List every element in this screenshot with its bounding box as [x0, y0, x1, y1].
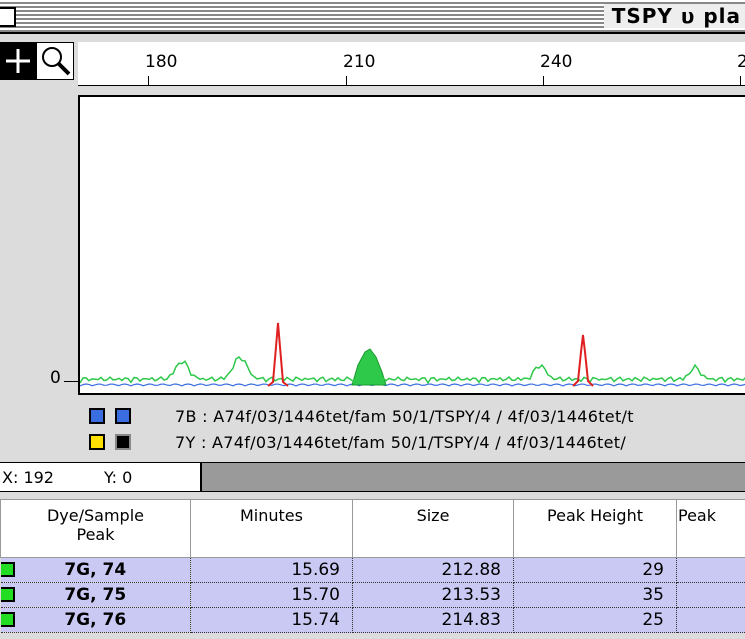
cell: 15.70 [190, 582, 353, 608]
zoom-tool[interactable] [36, 42, 74, 80]
trace-plot [79, 322, 745, 387]
column-header: Minutes [190, 499, 353, 558]
title-bar[interactable]: TSPY υ pla [0, 0, 745, 34]
baseline-label: 0 [50, 368, 61, 388]
peak-row[interactable]: 7G, 76 15.74 214.83 25 [0, 607, 745, 633]
dye-swatch-blue[interactable] [115, 408, 131, 424]
row-swatch [0, 587, 15, 602]
peak-table: Dye/Sample Peak Minutes Size Peak Height Pea… [0, 499, 745, 633]
dye-swatch-black[interactable] [115, 434, 131, 450]
blue-trace [79, 383, 745, 387]
peak-row[interactable]: 7G, 75 15.70 213.53 35 [0, 582, 745, 608]
cell: 35 [513, 582, 677, 608]
ruler-tick [346, 76, 347, 85]
peak-id: 7G, 76 [0, 607, 191, 633]
x-readout: X: 192 [2, 468, 54, 487]
sample-label: 7Y : A74f/03/1446tet/fam 50/1/TSPY/4 / 4… [175, 433, 627, 452]
green-trace [79, 356, 745, 385]
table-header: Dye/Sample Peak Minutes Size Peak Height Pea… [0, 499, 745, 558]
column-header: Peak Height [513, 499, 677, 558]
cell: 15.69 [190, 557, 353, 583]
plot-area [78, 95, 745, 395]
dye-swatch-yellow[interactable] [89, 434, 105, 450]
cell: 213.53 [352, 582, 514, 608]
peak-id: 7G, 75 [0, 582, 191, 608]
cell [676, 582, 745, 608]
cell: 29 [513, 557, 677, 583]
row-swatch [0, 562, 15, 577]
red-peak [572, 334, 594, 387]
y-readout: Y: 0 [104, 468, 133, 487]
sample-label: 7B : A74f/03/1446tet/fam 50/1/TSPY/4 / 4… [175, 407, 634, 426]
status-bar: X: 192 Y: 0 [0, 462, 745, 492]
ruler-tick [543, 76, 544, 85]
column-header: Size [352, 499, 514, 558]
cell: 25 [513, 607, 677, 633]
baseline-tick [64, 381, 78, 382]
crosshair-icon [6, 49, 30, 73]
ruler-label: 2 [737, 52, 745, 72]
ruler [78, 42, 745, 86]
cell [676, 607, 745, 633]
cell: 212.88 [352, 557, 514, 583]
crosshair-tool[interactable] [0, 42, 36, 80]
column-header: Dye/Sample Peak [0, 499, 191, 558]
dye-swatch-blue[interactable] [89, 408, 105, 424]
ruler-label: 210 [343, 52, 376, 72]
cell [676, 557, 745, 583]
ruler-label: 240 [540, 52, 573, 72]
red-peak [267, 322, 289, 387]
scroll-bar[interactable] [200, 463, 745, 491]
cell: 15.74 [190, 607, 353, 633]
ruler-tick [148, 76, 149, 85]
row-swatch [0, 612, 15, 627]
ruler-tick [740, 76, 741, 85]
close-box[interactable] [0, 7, 16, 27]
column-header: Peak [676, 499, 745, 558]
window-title: TSPY υ pla [603, 4, 745, 28]
zoom-icon [42, 47, 71, 76]
peak-id: 7G, 74 [0, 557, 191, 583]
ruler-label: 180 [145, 52, 178, 72]
green-filled-peak [351, 348, 387, 386]
cell: 214.83 [352, 607, 514, 633]
peak-row[interactable]: 7G, 74 15.69 212.88 29 [0, 557, 745, 583]
